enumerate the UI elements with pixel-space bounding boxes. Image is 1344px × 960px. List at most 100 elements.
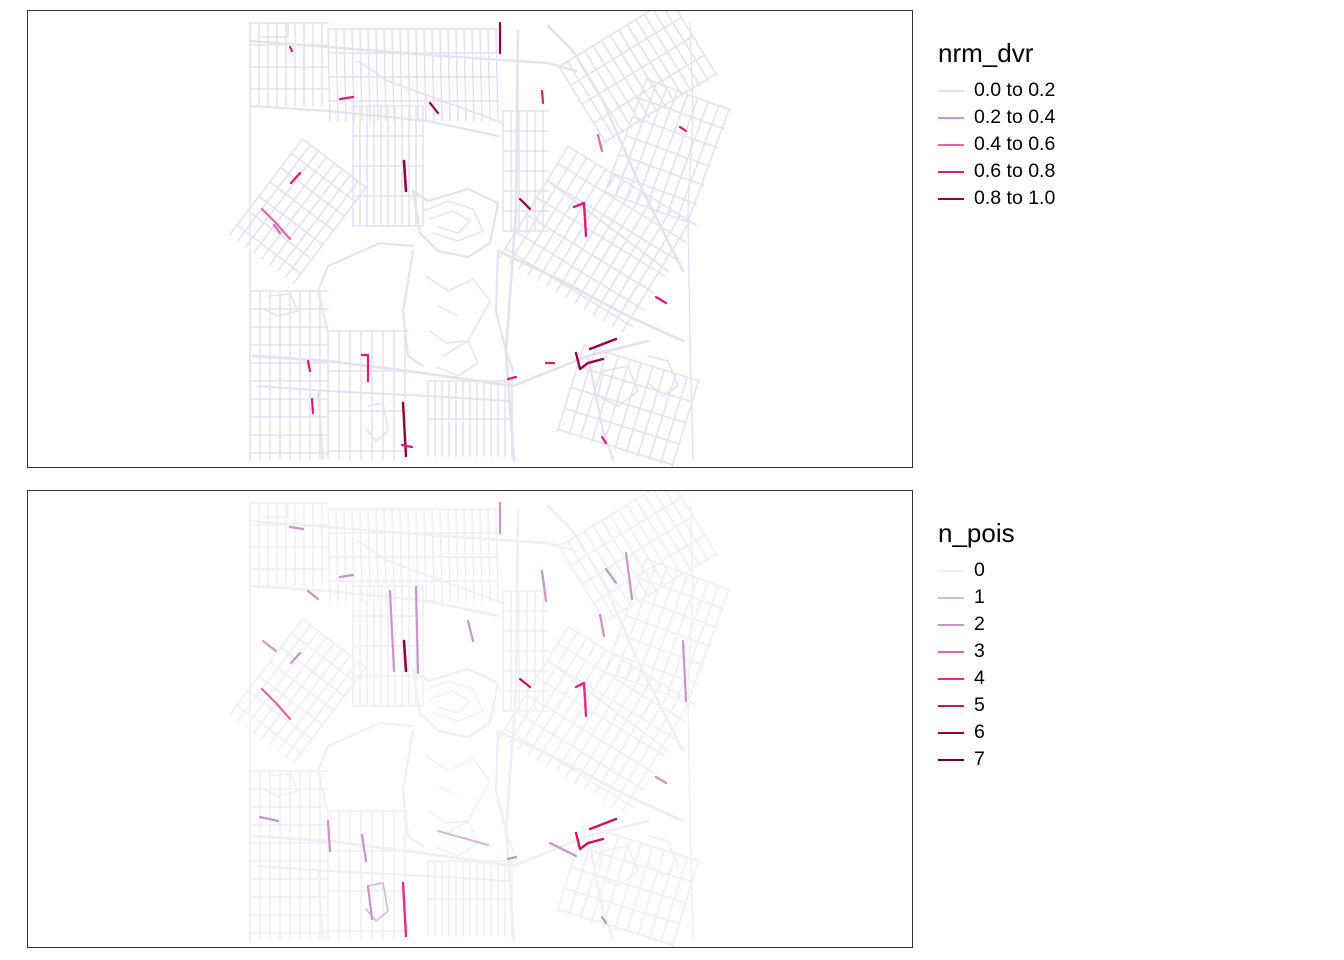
street-segment [479, 28, 483, 122]
highlighted-segment [678, 125, 688, 133]
legend-label: 4 [974, 667, 985, 689]
legend-item: 3 [938, 638, 1015, 665]
street-segment [508, 631, 579, 744]
street-segment [317, 745, 329, 814]
street-segment [558, 11, 652, 68]
street-segment [365, 402, 389, 442]
highlighted-segment [326, 819, 332, 853]
legend-item: 4 [938, 665, 1015, 692]
map-panel-nrm-dvr [27, 10, 913, 468]
street-segment [260, 162, 336, 260]
highlighted-segment [401, 881, 408, 938]
street-segment [570, 866, 687, 904]
street-segment [401, 249, 425, 368]
street-segment [638, 577, 725, 610]
street-segment [494, 249, 515, 373]
street-segment [439, 28, 443, 122]
street-segment [301, 618, 367, 669]
street-segment [613, 362, 643, 450]
highlighted-segment [436, 829, 490, 847]
street-segment [617, 509, 667, 588]
street-segment [574, 671, 644, 785]
street-segment [244, 630, 320, 728]
street-segment [244, 150, 320, 248]
street-segment [411, 187, 500, 259]
street-segment [251, 819, 650, 868]
street-segment [567, 625, 697, 706]
highlighted-segment [598, 613, 606, 638]
street-segment [676, 11, 718, 77]
legend-swatch [938, 731, 964, 734]
highlighted-segment [588, 817, 618, 831]
street-segment [557, 908, 674, 946]
legend-swatch [938, 677, 964, 680]
street-segment [593, 683, 663, 796]
street-segment [447, 28, 451, 122]
highlighted-segment [310, 397, 315, 415]
street-segment [592, 44, 642, 124]
street-segment [581, 35, 694, 105]
street-segment [643, 493, 693, 572]
street-segment [422, 680, 484, 722]
street-segment [247, 209, 313, 260]
street-segment [425, 275, 491, 357]
street-segment [645, 78, 732, 111]
highlighted-segment [388, 589, 396, 673]
highlighted-segment [466, 619, 475, 643]
street-segment [431, 508, 435, 602]
street-segment [429, 330, 479, 377]
street-segment [487, 28, 491, 122]
legend-swatch [938, 170, 964, 173]
street-segment [268, 168, 344, 266]
highlighted-segment [540, 89, 545, 105]
street-segment [383, 28, 387, 122]
street-segment [647, 835, 679, 877]
highlighted-segment [518, 197, 532, 211]
street-segment [411, 667, 500, 739]
street-segment [535, 196, 666, 277]
street-segment [527, 162, 597, 276]
street-segment [357, 60, 504, 124]
street-segment [317, 265, 329, 334]
street-segment [634, 18, 684, 98]
street-segment [292, 666, 367, 764]
legend-nrm-dvr: nrm_dvr 0.0 to 0.2 0.2 to 0.4 0.4 to 0.6… [938, 36, 1055, 212]
street-segment [611, 652, 698, 685]
street-segment [617, 29, 667, 108]
street-segment [383, 508, 387, 602]
highlighted-segment [306, 359, 312, 373]
street-segment [546, 504, 685, 753]
street-segment [558, 65, 607, 145]
legend-swatch [938, 758, 964, 761]
street-segment [664, 491, 710, 562]
street-segment [423, 28, 427, 122]
street-segment [624, 614, 712, 648]
map-panel-n-pois [27, 490, 913, 948]
street-segment [621, 220, 691, 333]
street-segment [437, 785, 459, 797]
street-segment [625, 365, 654, 454]
highlighted-segment [548, 841, 578, 858]
street-segment [268, 648, 344, 746]
highlighted-segment [261, 639, 278, 653]
street-segment [638, 97, 725, 130]
street-segment [570, 386, 687, 424]
highlighted-segment [600, 435, 608, 445]
street-segment [229, 138, 304, 236]
highlighted-segment [288, 45, 294, 53]
street-network-map [229, 11, 732, 467]
street-segment [546, 654, 616, 767]
street-segment [284, 660, 359, 758]
street-segment [579, 351, 608, 440]
street-segment [581, 515, 694, 585]
street-segment [248, 519, 578, 553]
street-segment [583, 530, 633, 609]
street-segment [343, 28, 347, 122]
highlighted-segment [366, 884, 374, 921]
street-segment [643, 13, 693, 92]
highlighted-segment [506, 855, 518, 861]
highlighted-segment [654, 295, 668, 305]
street-segment [558, 491, 652, 548]
legend-item: 0.8 to 1.0 [938, 185, 1055, 212]
street-segment [236, 224, 302, 275]
